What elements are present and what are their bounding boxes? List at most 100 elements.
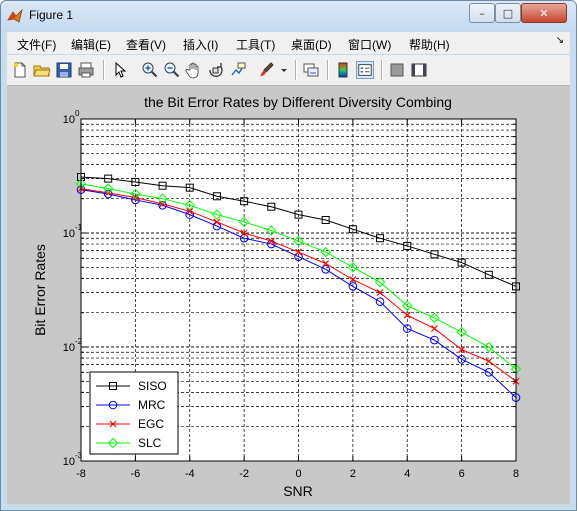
data-point <box>483 341 495 353</box>
zoom-in-icon[interactable] <box>141 61 159 79</box>
data-point <box>347 262 359 273</box>
minimize-button[interactable]: – <box>469 3 495 23</box>
new-figure-icon[interactable] <box>11 61 29 79</box>
legend[interactable]: SISO MRC EGC SLC <box>89 371 179 455</box>
data-point <box>104 174 113 183</box>
menu-bar: 文件(F) 编辑(E) 查看(V) 插入(I) 工具(T) 桌面(D) 窗口(W… <box>7 32 570 54</box>
save-icon[interactable] <box>55 61 73 79</box>
data-point <box>239 233 249 243</box>
data-point <box>266 225 277 236</box>
data-point <box>131 195 140 205</box>
data-point <box>186 207 194 215</box>
show-plot-tools-icon[interactable] <box>410 61 428 79</box>
data-point <box>402 324 412 333</box>
close-button[interactable]: ✕ <box>521 3 567 23</box>
hide-plot-tools-icon[interactable] <box>388 61 406 79</box>
zoom-out-icon[interactable] <box>163 61 181 79</box>
legend-marker <box>109 382 117 390</box>
brush-icon[interactable] <box>257 61 275 79</box>
legend-marker <box>107 437 119 449</box>
data-point <box>376 234 385 243</box>
series-siso <box>77 172 520 291</box>
menu-file[interactable]: 文件(F) <box>17 38 57 52</box>
figure-canvas: -8 -6 -4 -2 0 2 4 6 8 10 0 10 -1 10 -2 10 -3 the Bit Err… <box>7 86 570 504</box>
y-tick-label: 10 <box>63 456 75 468</box>
data-point <box>458 346 466 353</box>
menu-help[interactable]: 帮助(H) <box>409 38 450 52</box>
title-bar[interactable]: Figure 1 – □ ✕ <box>1 1 576 31</box>
menu-view[interactable]: 查看(V) <box>126 38 166 52</box>
x-tick-label: -2 <box>239 468 249 480</box>
menu-window[interactable]: 窗口(W) <box>348 38 392 52</box>
data-point <box>484 270 493 279</box>
data-point <box>431 325 438 333</box>
x-axis-label: SNR <box>283 483 313 499</box>
data-point <box>456 326 467 338</box>
data-point <box>374 277 386 288</box>
y-tick-label: 10 <box>63 114 75 126</box>
close-icon: ✕ <box>539 6 549 20</box>
figure-toolbar <box>7 55 570 86</box>
colorbar-icon[interactable] <box>334 61 352 79</box>
data-point <box>185 183 194 192</box>
matlab-app-icon <box>7 8 23 23</box>
legend-label: SLC <box>138 436 162 450</box>
series-line <box>80 183 517 370</box>
toolbar-separator <box>327 60 329 80</box>
y-tick-exponent: 0 <box>75 109 80 118</box>
y-axis-label: Bit Error Rates <box>32 244 48 336</box>
data-point <box>402 300 413 311</box>
legend-label: MRC <box>138 398 166 412</box>
data-point <box>158 181 167 190</box>
y-tick-label: 10 <box>63 342 75 354</box>
menu-desktop[interactable]: 桌面(D) <box>291 38 332 52</box>
data-point <box>294 210 303 219</box>
rotate-3d-icon[interactable] <box>207 61 225 79</box>
series-line <box>80 176 517 287</box>
data-point <box>184 200 195 211</box>
open-icon[interactable] <box>33 61 51 79</box>
data-point <box>484 367 494 377</box>
data-point <box>320 246 331 258</box>
legend-icon[interactable] <box>356 61 374 79</box>
data-cursor-icon[interactable] <box>229 61 247 79</box>
data-point <box>240 229 248 237</box>
link-plot-icon[interactable] <box>302 61 320 79</box>
data-point <box>159 200 166 208</box>
x-tick-label: 4 <box>404 468 410 480</box>
data-point <box>457 258 466 267</box>
brush-dropdown-icon[interactable] <box>279 61 289 79</box>
data-point <box>348 225 357 234</box>
menu-edit[interactable]: 编辑(E) <box>71 38 111 52</box>
data-point <box>267 237 275 245</box>
data-point <box>376 289 384 297</box>
menubar-dock-arrow-icon[interactable]: ↘ <box>555 35 564 46</box>
menu-insert[interactable]: 插入(I) <box>183 38 219 52</box>
data-point <box>240 197 249 206</box>
window-title: Figure 1 <box>29 8 74 22</box>
y-tick-exponent: -3 <box>75 451 83 460</box>
legend-marker <box>109 420 117 428</box>
menu-tools[interactable]: 工具(T) <box>236 38 276 52</box>
series-line <box>80 189 517 398</box>
data-point <box>430 335 439 345</box>
x-tick-label: -6 <box>130 468 140 480</box>
data-point <box>429 312 440 324</box>
x-tick-label: -8 <box>76 468 86 480</box>
data-point <box>212 192 221 201</box>
chart-title: the Bit Error Rates by Different Diversi… <box>144 94 452 110</box>
y-tick-label: 10 <box>63 228 75 240</box>
maximize-button[interactable]: □ <box>495 3 521 23</box>
pan-hand-icon[interactable] <box>185 61 203 79</box>
data-point <box>485 357 493 365</box>
data-point <box>131 178 140 187</box>
x-tick-label: 6 <box>459 468 465 480</box>
arrow-pointer-icon[interactable] <box>111 61 129 79</box>
x-tick-label: 2 <box>350 468 356 480</box>
data-point <box>131 194 139 201</box>
print-icon[interactable] <box>77 61 95 79</box>
data-point <box>348 282 358 291</box>
